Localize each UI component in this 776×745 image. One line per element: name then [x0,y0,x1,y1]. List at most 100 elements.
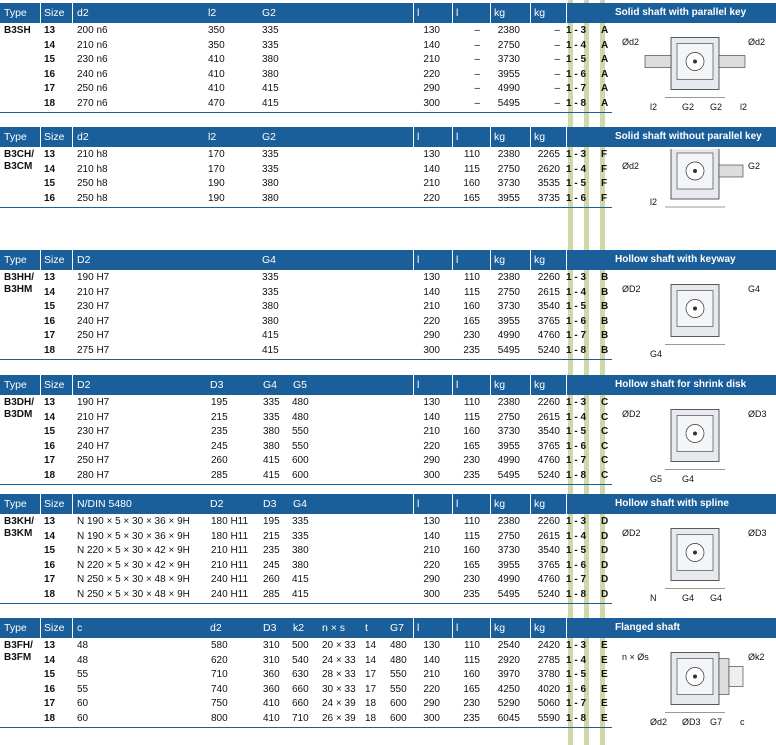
ratio-cell: 1 - 7 [566,330,587,341]
header-cell: D3 [263,498,277,510]
header-separator [452,375,453,395]
dimension-label: ØD3 [682,717,701,727]
size-cell: 14 [44,286,56,298]
code-cell: A [601,54,609,65]
l2-cell: – [474,25,480,36]
dimension-label: G7 [710,717,723,727]
drawing-b3kh: ØD2 ØD3 N G4 G4 [620,516,770,605]
code-cell: B [601,272,609,283]
ratio-cell: 1 - 7 [566,698,587,709]
header-cell: Size [44,7,65,19]
dimension-label: ØD3 [748,528,767,538]
size-cell: 15 [44,301,56,312]
l2-cell: 110 [464,397,480,408]
kg2-cell: 2260 [537,272,560,283]
size-cell: 17 [44,83,56,94]
value-cell: 250 h8 [77,192,108,204]
value-cell: 24 × 33 [322,654,356,666]
value-cell: N 250 × 5 × 30 × 48 × 9H [77,574,190,585]
section-title: Hollow shaft with keyway [612,250,776,270]
code-cell: D [601,588,609,600]
dimension-label: ØD2 [622,409,641,419]
kg2-cell: – [554,97,560,109]
value-cell: 20 × 33 [322,640,356,651]
l1-cell: 210 [423,301,440,312]
l2-cell: 235 [463,588,480,600]
value-cell: 190 [208,178,225,189]
value-cell: 380 [262,54,279,65]
size-cell: 14 [44,654,56,666]
ratio-cell: 1 - 8 [566,97,587,109]
header-bar: Type Size D2 G4 l l kg kg [0,250,612,270]
value-cell: 230 H7 [77,426,110,437]
value-cell: 210 H7 [77,411,110,423]
l1-cell: 220 [423,192,440,204]
kg1-cell: 3955 [497,68,520,80]
code-cell: C [601,397,609,408]
header-cell: G4 [293,498,308,510]
ratio-cell: 1 - 4 [566,39,587,51]
value-cell: 335 [262,272,279,283]
value-cell: 335 [262,286,279,298]
header-cell: Type [4,254,27,266]
dimension-label: ØD3 [748,409,767,419]
ratio-cell: 1 - 3 [566,25,587,36]
kg2-cell: 2615 [537,411,560,423]
dimension-label: Øk2 [748,652,765,662]
gear-drawing [665,146,744,208]
l1-cell: 140 [423,411,440,423]
header-cell: D3 [210,379,224,391]
header-cell: l [456,254,459,266]
drawing-b3fh: n × Øs Øk2 Ød2 ØD3 G7 c [620,640,770,729]
value-cell: 540 [292,654,309,666]
l1-cell: 130 [423,149,440,160]
ratio-cell: 1 - 5 [566,301,587,312]
header-cell: D3 [263,622,277,634]
type-label-2: B3FM [4,652,32,663]
value-cell: 26 × 39 [322,712,356,724]
code-cell: A [601,25,609,36]
code-cell: E [601,712,608,724]
dimension-label: N [650,593,657,603]
header-bar: Type Size d2 l2 G2 l l kg kg [0,3,612,23]
l2-cell: 160 [463,545,480,556]
size-cell: 13 [44,397,56,408]
header-separator [566,250,567,270]
kg1-cell: 5495 [497,344,520,356]
kg2-cell: 4760 [537,574,560,585]
code-cell: E [601,654,608,666]
value-cell: 190 [208,192,225,204]
header-cell: kg [534,7,546,19]
ratio-cell: 1 - 6 [566,559,587,571]
l1-cell: 300 [423,469,440,481]
kg1-cell: 2380 [497,397,520,408]
dimension-label: l2 [740,102,748,112]
value-cell: 240 H11 [211,588,249,600]
header-cell: Size [44,131,65,143]
kg1-cell: 2750 [497,286,520,298]
size-cell: 18 [44,588,56,600]
value-cell: 350 [208,39,225,51]
header-separator [566,375,567,395]
value-cell: 230 H7 [77,301,110,312]
value-cell: 630 [292,669,309,680]
drawing-b3hh: ØD2 G4 G4 [620,272,770,361]
header-cell: D2 [210,498,224,510]
l1-cell: 300 [423,97,440,109]
value-cell: 210 H7 [77,286,110,298]
kg1-cell: 2380 [497,149,520,160]
value-cell: 380 [263,426,280,437]
header-cell: Type [4,131,27,143]
dimension-label: l2 [650,102,658,112]
type-label: B3FH/ [4,640,33,651]
header-separator [413,3,414,23]
header-cell: t [365,622,368,634]
header-bar: Type Size D2 D3 G4 G5 l l kg kg [0,375,612,395]
size-cell: 13 [44,25,56,36]
header-cell: kg [534,622,546,634]
value-cell: 250 H7 [77,330,110,341]
kg1-cell: 4990 [497,83,520,94]
header-cell: l2 [208,131,217,143]
header-separator [72,127,73,147]
header-cell: Size [44,254,65,266]
